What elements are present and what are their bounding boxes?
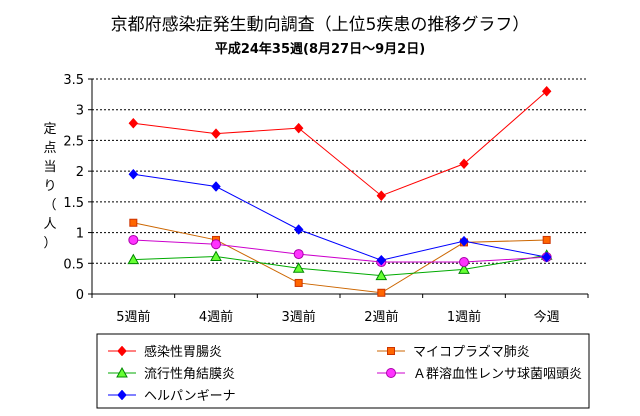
x-tick-label: 5週前	[116, 309, 150, 325]
data-point	[128, 234, 139, 245]
data-point	[211, 128, 221, 140]
x-tick-label: 4週前	[199, 309, 233, 325]
data-point	[376, 254, 387, 266]
series-line	[133, 222, 547, 294]
legend-box	[96, 333, 590, 409]
legend-marker	[117, 389, 127, 401]
legend-item: Ａ群溶血性レンサ球菌咽頭炎	[377, 367, 582, 382]
data-point	[128, 168, 139, 180]
legend-item: 流行性角結膜炎	[108, 366, 235, 382]
y-axis-label-char: 人	[43, 217, 56, 232]
data-point	[129, 218, 138, 227]
data-point	[459, 257, 469, 268]
data-point	[375, 269, 388, 281]
y-axis-label-char: 定	[43, 122, 56, 137]
chart-subtitle: 平成24年35週(8月27日～9月2日)	[215, 41, 425, 57]
data-point	[211, 181, 221, 192]
data-point	[541, 251, 552, 263]
data-point	[459, 235, 469, 247]
y-tick-label: 1.5	[63, 196, 84, 211]
data-point	[292, 262, 305, 273]
data-point	[376, 190, 387, 202]
x-tick-label: 1週前	[447, 309, 481, 325]
y-tick-label: 2.5	[63, 134, 84, 149]
data-point	[294, 278, 303, 287]
data-point	[542, 235, 551, 244]
data-point	[128, 117, 139, 129]
series-line	[133, 173, 547, 261]
data-point	[377, 288, 386, 297]
legend-marker	[117, 345, 127, 357]
legend-item: 感染性胃腸炎	[108, 344, 222, 360]
legend-marker	[116, 366, 128, 378]
data-point	[293, 224, 304, 235]
legend-label: 感染性胃腸炎	[144, 344, 222, 360]
data-point	[210, 250, 222, 262]
legend-label: マイコプラズマ肺炎	[413, 344, 530, 360]
y-tick-label: 2	[76, 165, 84, 180]
y-tick-label: 1	[76, 227, 84, 242]
y-axis-label-char: （	[43, 198, 56, 213]
legend-marker	[386, 368, 396, 378]
series-4	[128, 234, 552, 268]
legend-item: ヘルパンギーナ	[108, 389, 236, 404]
chart-title: 京都府感染症発生動向調査（上位5疾患の推移グラフ）	[111, 15, 530, 35]
legend-label: Ａ群溶血性レンサ球菌咽頭炎	[413, 367, 582, 382]
series-1	[128, 85, 552, 202]
y-axis-label-char: ）	[43, 236, 56, 251]
x-tick-label: 今週	[534, 309, 560, 325]
y-tick-label: 0.5	[63, 257, 84, 272]
y-tick-label: 3.5	[63, 73, 84, 88]
series-line	[133, 254, 547, 277]
legend-label: ヘルパンギーナ	[144, 389, 236, 404]
series-line	[133, 90, 547, 197]
x-tick-label: 2週前	[364, 309, 398, 325]
x-tick-label: 3週前	[282, 309, 316, 325]
data-point	[127, 253, 140, 265]
data-point	[459, 158, 469, 170]
data-point	[293, 122, 304, 134]
y-tick-label: 0	[76, 288, 84, 303]
y-axis-label-char: 当	[43, 160, 56, 175]
series-line	[133, 239, 547, 263]
series-5	[128, 168, 552, 266]
data-point	[541, 85, 552, 97]
data-point	[293, 249, 304, 260]
y-tick-label: 3	[76, 104, 84, 119]
legend-marker	[387, 347, 395, 355]
y-axis-label-char: 点	[43, 141, 56, 156]
legend-label: 流行性角結膜炎	[144, 367, 235, 382]
data-point	[211, 239, 221, 250]
legend-item: マイコプラズマ肺炎	[377, 344, 530, 360]
series-3	[127, 249, 553, 281]
data-point	[458, 263, 470, 274]
y-axis-label-char: り	[43, 179, 56, 194]
